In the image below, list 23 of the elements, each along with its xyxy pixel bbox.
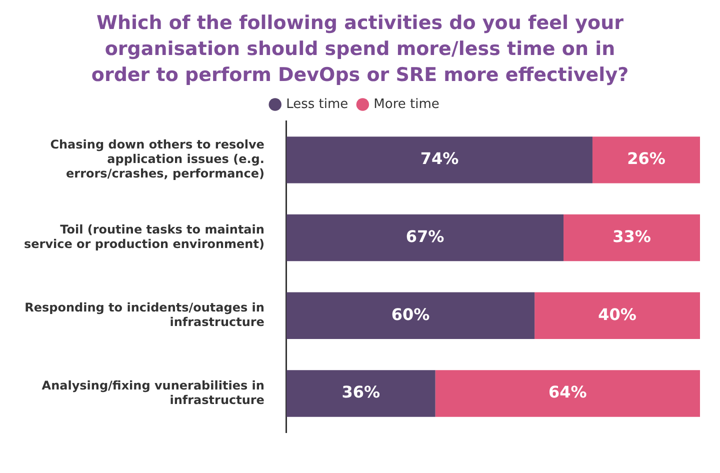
y-tick-label: Toil (routine tasks to maintain service or production environment) (24, 222, 264, 252)
data-label: 36% (342, 382, 380, 402)
bar (286, 370, 436, 417)
legend-label: More time (374, 96, 440, 112)
bar (564, 214, 700, 262)
y-tick-label: Chasing down others to resolve application issues (e.g. errors/crashes, performance) (50, 138, 264, 180)
data-label: 40% (598, 304, 636, 324)
bar (286, 136, 592, 184)
bar (286, 214, 564, 262)
y-tick-label: Responding to incidents/outages in infrastructure (24, 300, 264, 329)
data-label: 64% (548, 382, 587, 402)
y-tick-label: Analysing/fixing vunerabilities in infrastructure (42, 378, 264, 407)
bar (592, 136, 700, 184)
bar (534, 292, 700, 339)
data-label: 74% (420, 149, 459, 168)
chart-title: Which of the following activities do you feel your organisation should spend more/less time on in order to perform DevOps or SRE more effectively? (90, 11, 630, 88)
data-label: 67% (406, 226, 444, 246)
data-label: 60% (391, 304, 430, 324)
bar (435, 370, 700, 417)
data-label: 33% (612, 226, 651, 246)
legend-label: Less time (286, 96, 348, 112)
bar (286, 292, 535, 339)
data-label: 26% (627, 149, 666, 168)
